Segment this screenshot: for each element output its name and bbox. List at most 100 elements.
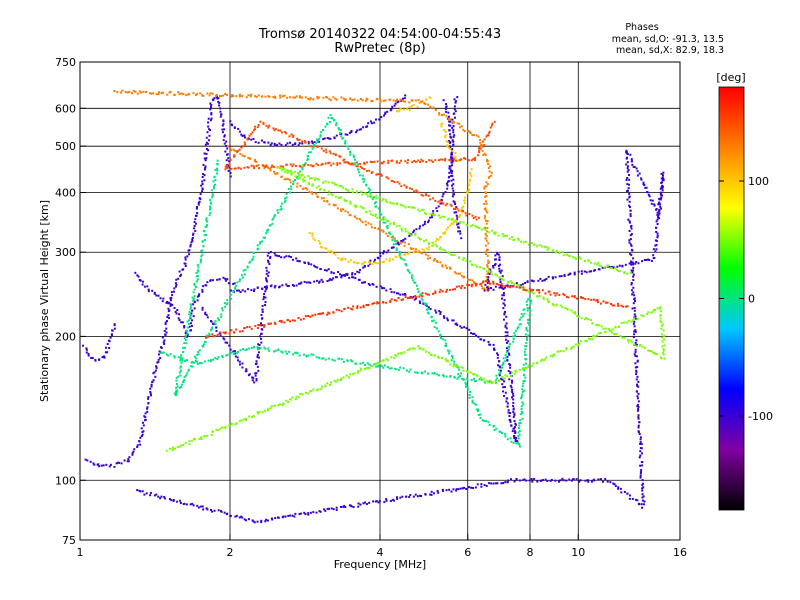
data-point: [232, 350, 235, 353]
data-point: [201, 180, 204, 183]
data-point: [538, 291, 541, 294]
data-point: [629, 238, 632, 241]
data-point: [297, 174, 300, 177]
data-point: [229, 171, 232, 174]
data-point: [204, 225, 207, 228]
data-point: [100, 464, 103, 467]
data-point: [654, 309, 657, 312]
data-point: [355, 204, 358, 207]
data-point: [295, 257, 298, 260]
data-point: [659, 320, 662, 323]
data-point: [101, 356, 104, 359]
data-point: [573, 295, 576, 298]
data-point: [339, 258, 342, 261]
data-point: [456, 96, 459, 99]
data-point: [311, 147, 314, 150]
data-point: [189, 314, 192, 317]
data-point: [580, 317, 583, 320]
data-point: [340, 210, 343, 213]
data-point: [421, 248, 424, 251]
data-point: [506, 438, 509, 441]
data-point: [604, 301, 607, 304]
data-point: [394, 240, 397, 243]
data-point: [179, 356, 182, 359]
data-point: [212, 180, 215, 183]
data-point: [197, 353, 200, 356]
data-point: [344, 199, 347, 202]
data-point: [610, 266, 613, 269]
data-point: [405, 369, 408, 372]
data-point: [381, 286, 384, 289]
data-point: [378, 196, 381, 199]
data-point: [465, 487, 468, 490]
data-point: [204, 311, 207, 314]
data-point: [204, 284, 207, 287]
data-point: [358, 163, 361, 166]
data-point: [279, 94, 282, 97]
data-point: [249, 95, 252, 98]
data-point: [216, 167, 219, 170]
data-point: [388, 231, 391, 234]
data-point: [390, 367, 393, 370]
data-point: [337, 126, 340, 129]
data-point: [471, 214, 474, 217]
data-point: [513, 373, 516, 376]
data-point: [542, 296, 545, 299]
data-point: [271, 164, 274, 167]
data-point: [238, 289, 241, 292]
data-point: [293, 319, 296, 322]
data-point: [394, 367, 397, 370]
data-point: [661, 178, 664, 181]
data-point: [170, 499, 173, 502]
data-point: [472, 332, 475, 335]
data-point: [637, 416, 640, 419]
data-point: [362, 281, 365, 284]
data-point: [659, 198, 662, 201]
data-point: [430, 315, 433, 318]
data-point: [464, 381, 467, 384]
data-point: [209, 279, 212, 282]
data-point: [435, 245, 438, 248]
data-point: [452, 221, 455, 224]
data-point: [309, 98, 312, 101]
data-point: [597, 261, 600, 264]
data-point: [641, 464, 644, 467]
data-point: [298, 513, 301, 516]
data-point: [631, 163, 634, 166]
data-point: [389, 300, 392, 303]
data-point: [398, 253, 401, 256]
data-point: [220, 94, 223, 97]
data-point: [560, 275, 563, 278]
data-point: [356, 262, 359, 265]
data-point: [160, 346, 163, 349]
data-point: [332, 96, 335, 99]
data-point: [557, 480, 560, 483]
data-point: [633, 353, 636, 356]
data-point: [467, 184, 470, 187]
data-point: [238, 420, 241, 423]
data-point: [102, 464, 105, 467]
data-point: [634, 262, 637, 265]
data-point: [400, 99, 403, 102]
data-point: [228, 344, 231, 347]
data-point: [599, 302, 602, 305]
data-point: [243, 518, 246, 521]
data-point: [479, 138, 482, 141]
data-point: [419, 160, 422, 163]
data-point: [391, 498, 394, 501]
data-point: [188, 92, 191, 95]
data-point: [403, 184, 406, 187]
data-point: [652, 308, 655, 311]
data-point: [562, 479, 565, 482]
data-point: [444, 134, 447, 137]
data-point: [285, 192, 288, 195]
data-point: [126, 91, 129, 94]
data-point: [641, 484, 644, 487]
data-point: [410, 206, 413, 209]
data-point: [259, 322, 262, 325]
data-point: [445, 345, 448, 348]
data-point: [513, 437, 516, 440]
data-point: [243, 166, 246, 169]
data-point: [451, 118, 454, 121]
data-point: [449, 168, 452, 171]
